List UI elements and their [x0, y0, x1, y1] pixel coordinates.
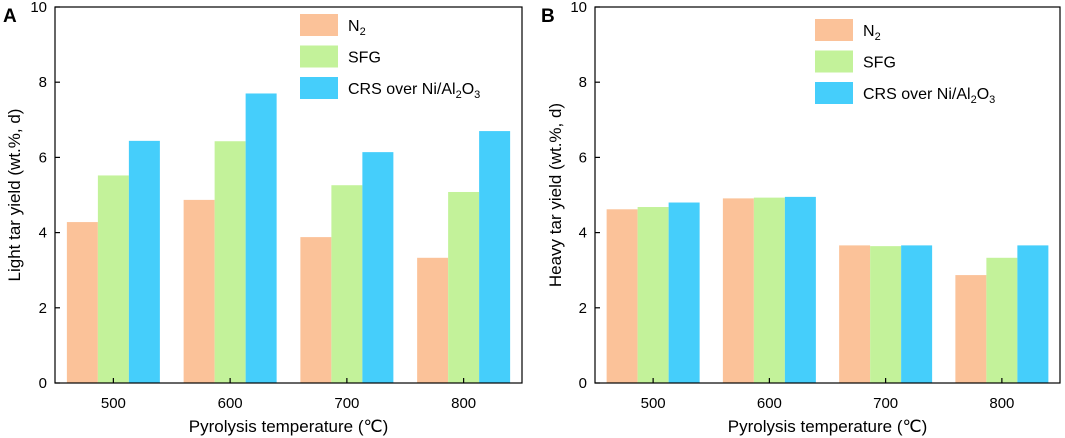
- panel-b-y-axis-label: Heavy tar yield (wt.%, d): [546, 103, 565, 287]
- panel-a-ytick-label: 4: [39, 225, 47, 242]
- panel-a-bar-sfg-600: [214, 141, 246, 383]
- panel-a-xtick-label: 800: [451, 395, 476, 412]
- panel-b-xtick-label: 700: [873, 395, 898, 412]
- panel-b: B 0 2 4 6 8 10 500 600 700 800 Pyrolysis temperatur…: [541, 0, 1061, 436]
- panel-b-xtick-label: 800: [989, 395, 1014, 412]
- panel-a-bar-n2-800: [417, 257, 449, 383]
- panel-b-xtick-label: 500: [641, 395, 666, 412]
- panel-a-legend-swatch: [300, 45, 338, 68]
- panel-b-bar-sfg-700: [870, 246, 902, 383]
- panel-b-bar-n2-600: [722, 198, 754, 383]
- panel-a-legend-swatch: [300, 14, 338, 36]
- panel-b-bar-crs-over-ni-al2o3-700: [901, 245, 933, 383]
- panel-b-legend-swatch: [815, 82, 853, 104]
- panel-a-bar-crs-over-ni-al2o3-700: [362, 152, 394, 383]
- panel-b-ytick-label: 6: [579, 149, 587, 166]
- panel-a-xtick-label: 700: [334, 395, 359, 412]
- panel-b-bar-crs-over-ni-al2o3-500: [668, 202, 700, 383]
- panel-a-legend-swatch: [300, 77, 338, 99]
- panel-a-x-axis-label: Pyrolysis temperature (℃): [189, 417, 389, 436]
- panel-b-bar-crs-over-ni-al2o3-600: [784, 196, 816, 383]
- panel-b-legend-swatch: [815, 50, 853, 73]
- panel-a-y-axis-label: Light tar yield (wt.%, d): [5, 109, 24, 282]
- panel-a-legend-label: CRS over Ni/Al2O3: [348, 81, 480, 101]
- panel-b-letter: B: [541, 6, 555, 27]
- panel-b-xtick-label: 600: [757, 395, 782, 412]
- panel-b-bar-sfg-500: [637, 207, 669, 383]
- panel-b-legend-label: CRS over Ni/Al2O3: [863, 86, 995, 106]
- panel-a-legend: N2 SFG CRS over Ni/Al2O3: [300, 14, 480, 101]
- panel-b-bar-n2-800: [955, 275, 987, 383]
- panel-b-x-axis-label: Pyrolysis temperature (℃): [728, 417, 928, 436]
- panel-b-ytick-label: 8: [579, 74, 587, 91]
- panel-a-bar-n2-500: [66, 222, 98, 383]
- panel-a-legend-label: SFG: [348, 50, 381, 67]
- panel-a-ytick-label: 8: [39, 74, 47, 91]
- panel-a-bar-n2-600: [183, 199, 215, 383]
- panel-b-ytick-label: 0: [579, 375, 587, 392]
- panel-b-ytick-label: 10: [570, 0, 587, 16]
- panel-a-bar-crs-over-ni-al2o3-500: [128, 140, 160, 383]
- panel-a-ytick-label: 6: [39, 149, 47, 166]
- panel-b-legend-label: SFG: [863, 55, 896, 72]
- panel-a-ytick-label: 10: [30, 0, 47, 16]
- panel-a-bar-sfg-500: [97, 175, 129, 383]
- panel-a: A 0 2 4 6 8 10 500 600 700 800 Pyrolysis temperatur…: [3, 0, 523, 436]
- panel-a-legend-label: N2: [348, 18, 366, 38]
- panel-b-legend-swatch: [815, 19, 853, 41]
- panel-b-bar-sfg-800: [986, 257, 1018, 383]
- panel-a-bar-sfg-700: [331, 185, 363, 383]
- panel-a-ytick-label: 2: [39, 300, 47, 317]
- panel-b-bar-n2-700: [839, 245, 871, 383]
- panel-b-bar-crs-over-ni-al2o3-800: [1017, 245, 1049, 383]
- panel-a-ytick-label: 0: [39, 375, 47, 392]
- panel-a-xtick-label: 600: [218, 395, 243, 412]
- panel-a-xtick-label: 500: [101, 395, 126, 412]
- panel-b-ytick-label: 4: [579, 225, 587, 242]
- panel-a-bar-sfg-800: [448, 191, 480, 383]
- panel-b-axes-frame: [594, 6, 1061, 384]
- panel-a-bar-n2-700: [300, 237, 332, 383]
- panel-b-legend-label: N2: [863, 23, 881, 43]
- panel-b-bar-n2-500: [606, 209, 638, 383]
- panel-b-legend: N2 SFG CRS over Ni/Al2O3: [815, 19, 995, 106]
- panel-b-bar-sfg-600: [753, 197, 785, 383]
- panel-a-letter: A: [3, 6, 17, 27]
- panel-b-ytick-label: 2: [579, 300, 587, 317]
- panel-a-axes-frame: [54, 6, 523, 384]
- panel-a-bar-crs-over-ni-al2o3-600: [245, 93, 277, 383]
- panel-a-bar-crs-over-ni-al2o3-800: [479, 131, 511, 383]
